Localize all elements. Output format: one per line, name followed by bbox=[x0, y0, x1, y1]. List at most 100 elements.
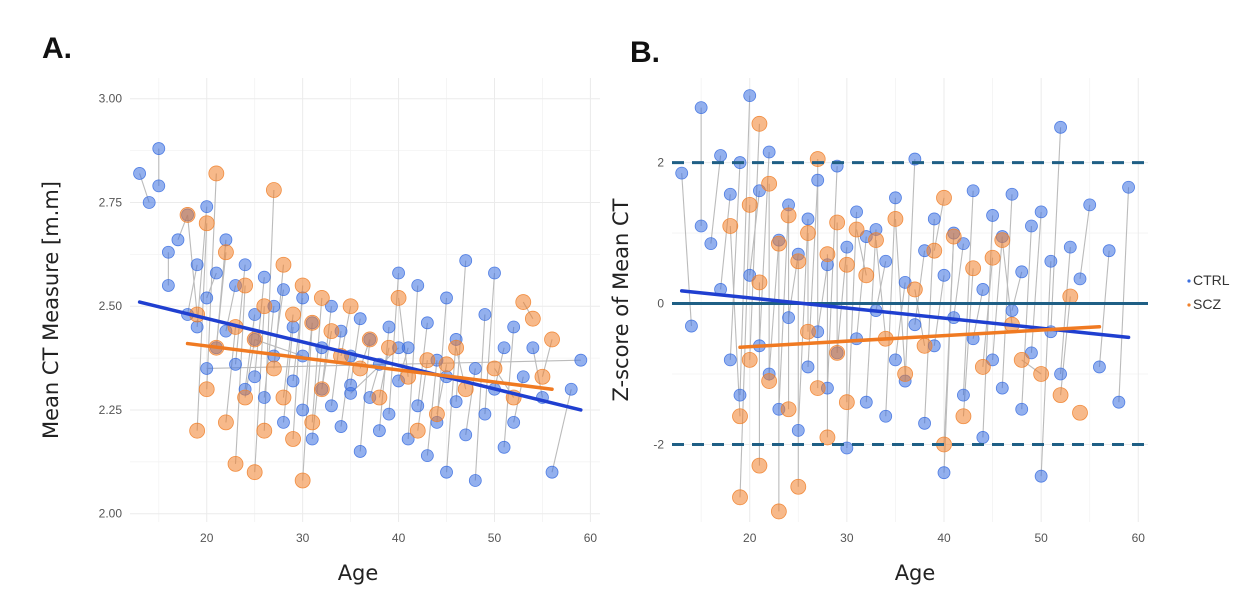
data-point-ctrl bbox=[694, 101, 708, 114]
data-point-scz bbox=[916, 337, 933, 354]
data-point-ctrl bbox=[497, 341, 511, 355]
data-point-ctrl bbox=[986, 209, 999, 222]
data-point-ctrl bbox=[449, 395, 463, 409]
data-point-ctrl bbox=[401, 432, 415, 446]
y-tick-label: 2.50 bbox=[99, 299, 123, 313]
data-point-scz bbox=[342, 298, 359, 315]
data-point-ctrl bbox=[1034, 205, 1048, 219]
subject-link bbox=[933, 275, 945, 346]
subject-link bbox=[768, 240, 780, 375]
data-point-ctrl bbox=[507, 320, 521, 334]
data-point-scz bbox=[780, 207, 797, 224]
data-point-ctrl bbox=[889, 191, 902, 205]
data-point-ctrl bbox=[325, 299, 338, 313]
subject-link bbox=[894, 218, 906, 375]
data-point-scz bbox=[936, 189, 952, 206]
data-point-ctrl bbox=[152, 142, 166, 155]
y-axis-label: Z-score of Mean CT bbox=[609, 198, 633, 401]
subject-link bbox=[865, 229, 877, 403]
data-point-ctrl bbox=[219, 233, 233, 247]
data-point-ctrl bbox=[334, 420, 348, 433]
data-point-ctrl bbox=[1122, 180, 1135, 194]
subject-link bbox=[234, 285, 246, 464]
data-point-ctrl bbox=[420, 316, 434, 330]
data-point-scz bbox=[486, 360, 503, 377]
data-point-ctrl bbox=[918, 416, 931, 430]
data-point-scz bbox=[1062, 288, 1079, 305]
y-tick-label: 3.00 bbox=[99, 92, 123, 106]
x-tick-label: 30 bbox=[840, 531, 854, 545]
data-point-ctrl bbox=[564, 382, 578, 396]
data-point-ctrl bbox=[411, 279, 425, 292]
data-point-scz bbox=[722, 218, 739, 234]
data-point-ctrl bbox=[286, 320, 300, 334]
data-point-scz bbox=[897, 366, 914, 382]
data-point-scz bbox=[926, 242, 943, 259]
data-point-scz bbox=[906, 281, 923, 298]
legend: CTRL SCZ bbox=[1187, 272, 1230, 312]
subject-link bbox=[710, 155, 722, 244]
data-point-scz bbox=[285, 431, 301, 447]
x-tick-label: 20 bbox=[200, 531, 214, 545]
data-point-scz bbox=[237, 389, 254, 406]
data-point-ctrl bbox=[478, 308, 492, 321]
data-point-scz bbox=[838, 256, 855, 273]
fit-line-ctrl bbox=[137, 300, 583, 412]
data-point-ctrl bbox=[1054, 120, 1067, 134]
data-point-scz bbox=[189, 422, 206, 439]
data-point-ctrl bbox=[133, 167, 146, 180]
data-point-ctrl bbox=[468, 362, 482, 375]
data-point-ctrl bbox=[1112, 395, 1126, 409]
subject-link bbox=[292, 285, 304, 440]
y-tick-label: 2.75 bbox=[99, 195, 123, 209]
data-point-ctrl bbox=[372, 424, 386, 438]
data-point-scz bbox=[945, 228, 962, 245]
data-point-scz bbox=[198, 381, 215, 398]
subject-link bbox=[503, 326, 515, 448]
x-tick-label: 60 bbox=[584, 531, 598, 545]
data-point-ctrl bbox=[478, 407, 492, 421]
x-tick-label: 40 bbox=[937, 531, 951, 545]
data-point-scz bbox=[285, 306, 301, 323]
x-tick-label: 30 bbox=[296, 531, 310, 545]
data-point-scz bbox=[984, 249, 1001, 266]
subject-link bbox=[330, 331, 342, 406]
data-point-ctrl bbox=[714, 149, 727, 162]
subject-link bbox=[778, 204, 790, 410]
data-point-scz bbox=[732, 408, 748, 425]
data-point-scz bbox=[955, 408, 972, 425]
data-point-scz bbox=[800, 323, 816, 340]
data-point-scz bbox=[534, 368, 551, 385]
data-point-ctrl bbox=[976, 283, 990, 296]
data-point-ctrl bbox=[382, 407, 396, 421]
data-point-ctrl bbox=[976, 431, 990, 444]
subject-link bbox=[681, 173, 692, 327]
data-point-scz bbox=[256, 422, 273, 439]
data-point-scz bbox=[829, 214, 846, 231]
data-point-scz bbox=[1033, 366, 1050, 382]
y-axis-label: Mean CT Measure [m.m] bbox=[39, 181, 63, 439]
data-point-ctrl bbox=[879, 254, 893, 268]
y-tick-label: 2 bbox=[657, 156, 664, 170]
data-point-scz bbox=[218, 414, 234, 431]
data-point-scz bbox=[246, 331, 263, 348]
x-tick-label: 50 bbox=[1034, 531, 1048, 545]
data-point-ctrl bbox=[459, 428, 473, 442]
data-point-ctrl bbox=[879, 409, 893, 423]
data-point-ctrl bbox=[937, 268, 951, 282]
subject-link bbox=[749, 123, 760, 360]
subject-link bbox=[962, 190, 974, 396]
data-point-ctrl bbox=[277, 283, 290, 297]
legend-label-ctrl: CTRL bbox=[1193, 272, 1230, 288]
subject-link bbox=[729, 162, 741, 360]
subject-link bbox=[206, 173, 217, 390]
data-point-ctrl bbox=[801, 360, 815, 374]
subject-link bbox=[885, 197, 896, 417]
data-point-scz bbox=[275, 256, 292, 273]
subject-link bbox=[1021, 225, 1032, 410]
data-point-ctrl bbox=[190, 258, 204, 272]
subject-link bbox=[254, 277, 265, 377]
data-point-ctrl bbox=[1102, 244, 1116, 258]
data-point-ctrl bbox=[1015, 265, 1029, 279]
data-point-scz bbox=[809, 380, 826, 396]
